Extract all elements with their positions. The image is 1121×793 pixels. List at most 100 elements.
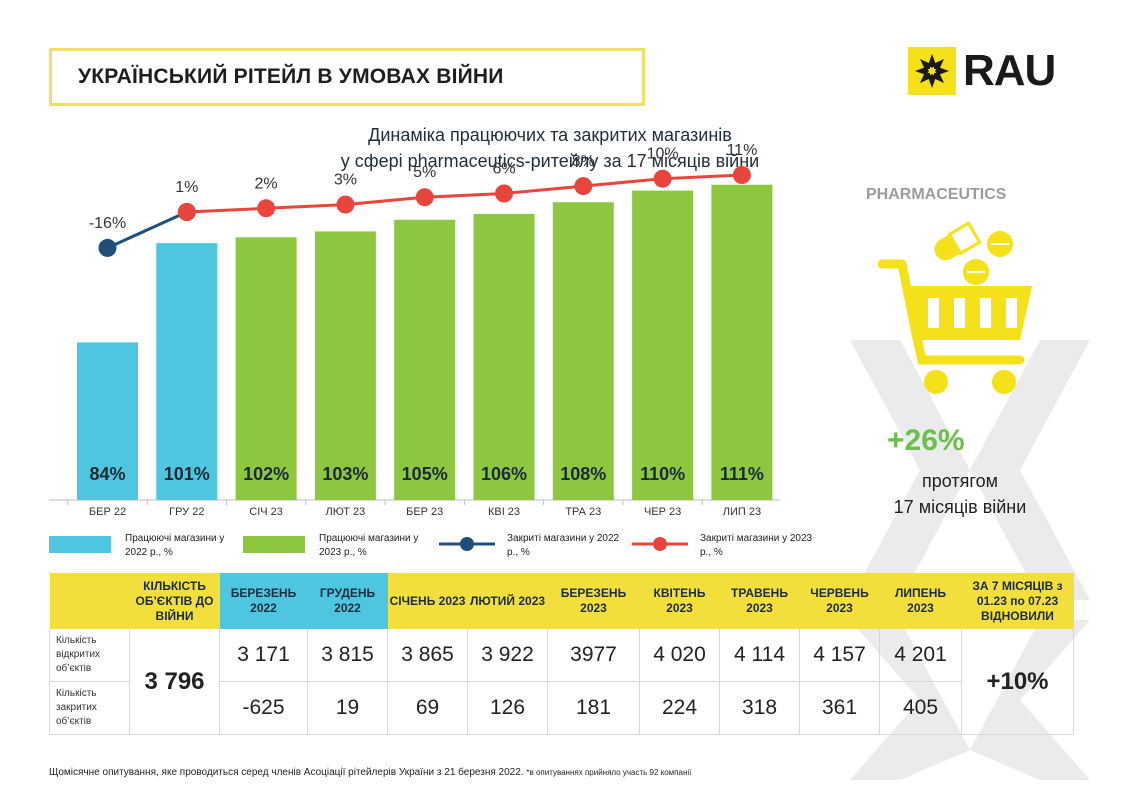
table-cell: 4 114	[719, 629, 800, 682]
table-cell: 3977	[547, 629, 640, 682]
point-value-label: -16%	[89, 215, 126, 232]
legend-item-working-2023: Працюючі магазини у 2023 р., %	[243, 532, 439, 560]
table-cell: 69	[387, 681, 468, 735]
data-point	[574, 177, 593, 196]
footnote-small: *в опитуваннях прийняло участь 92 компан…	[526, 768, 692, 777]
table-cell: 19	[307, 681, 388, 735]
header-cell-jun-2023: ЧЕРВЕНЬ 2023	[799, 573, 880, 629]
bar-value-label: 101%	[164, 464, 210, 484]
data-point	[257, 199, 276, 218]
footnote: Щомісячне опитування, яке проводиться се…	[49, 767, 691, 778]
header-cell-may-2023: ТРАВЕНЬ 2023	[719, 573, 800, 629]
table-cell: 4 201	[879, 629, 962, 682]
data-point	[732, 166, 751, 184]
bar-value-label: 108%	[560, 464, 606, 484]
table-cell: -625	[219, 681, 308, 735]
logo-text: RAU	[963, 46, 1056, 95]
header-cell-jul-2023: ЛИПЕНЬ 2023	[879, 573, 962, 629]
bar-value-label: 110%	[640, 464, 685, 484]
legend-swatch	[49, 536, 111, 553]
series-line	[186, 173, 742, 214]
growth-value: +26%	[887, 424, 965, 457]
x-tick-label: БЕР 23	[406, 506, 443, 518]
point-value-label: 2%	[255, 175, 278, 192]
point-value-label: 11%	[726, 142, 757, 159]
bar-value-label: 84%	[89, 464, 125, 484]
footnote-main: Щомісячне опитування, яке проводиться се…	[49, 767, 524, 778]
bar-value-label: 103%	[322, 464, 368, 484]
bar	[314, 231, 376, 500]
data-point	[336, 195, 355, 214]
bar-value-label: 106%	[481, 464, 527, 484]
legend-item-closed-2022: Закриті магазини у 2022 р., %	[437, 532, 627, 560]
data-point	[415, 188, 434, 207]
legend-label: Закриті магазини у 2023 р., %	[700, 533, 813, 558]
legend-item-working-2022: Працюючі магазини у 2022 р., %	[49, 532, 245, 560]
bar	[156, 243, 218, 501]
table-cell: 3 865	[387, 629, 468, 682]
header-cell-mar-2023: БЕРЕЗЕНЬ 2023	[547, 573, 640, 629]
stores-table: КІЛЬКІСТЬ ОБ’ЄКТІВ ДО ВІЙНИ БЕРЕЗЕНЬ 202…	[49, 573, 1074, 735]
legend-item-closed-2023: Закриті магазини у 2023 р., %	[630, 532, 820, 560]
data-point	[653, 169, 672, 188]
table-cell: 3 922	[467, 629, 548, 682]
header-cell-recovered: ЗА 7 МІСЯЦІВ з 01.23 по 07.23 ВІДНОВИЛИ	[961, 573, 1074, 629]
chart: 84% 101% 102% 103% 105% 106% 108% 110% 111% БЕР 2…	[49, 142, 780, 518]
background-ornament-icon	[850, 340, 1090, 780]
legend-swatch	[243, 536, 305, 553]
bar-value-label: 105%	[402, 464, 448, 484]
category-label: PHARMACEUTICS	[866, 186, 1007, 203]
header-cell-apr-2023: КВІТЕНЬ 2023	[639, 573, 720, 629]
data-point	[177, 203, 196, 221]
x-tick-label: ТРА 23	[565, 506, 601, 518]
table-row-open: Кількість відкритих об’єктів 3 796 3 171…	[49, 629, 1074, 735]
bar	[552, 202, 614, 500]
header-cell-mar-2022: БЕРЕЗЕНЬ 2022	[219, 573, 308, 629]
header-cell-dec-2022: ГРУДЕНЬ 2022	[307, 573, 388, 629]
title-box: УКРАЇНСЬКИЙ РІТЕЙЛ В УМОВАХ ВІЙНИ	[49, 48, 645, 106]
point-value-label: 6%	[492, 161, 515, 178]
legend-label: Працюючі магазини у 2022 р., %	[125, 533, 225, 558]
x-tick-label: ГРУ 22	[169, 506, 204, 518]
page-title: УКРАЇНСЬКИЙ РІТЕЙЛ В УМОВАХ ВІЙНИ	[78, 65, 504, 88]
star-logo-icon	[908, 47, 956, 95]
rau-logo: RAU	[908, 46, 1056, 95]
bar	[632, 190, 694, 500]
data-point	[98, 238, 117, 257]
subtitle-line-2: у сфері pharmaceutics-ритейлу за 17 міся…	[340, 151, 760, 171]
table-cell: 4 020	[639, 629, 720, 682]
table-cell: 4 157	[799, 629, 880, 682]
bar	[235, 237, 297, 501]
bar	[473, 213, 535, 501]
legend-line-marker	[632, 537, 688, 551]
point-value-label: 5%	[413, 164, 436, 181]
data-point	[495, 184, 513, 203]
point-value-label: 1%	[175, 179, 198, 196]
series-line	[106, 210, 188, 250]
table-cell: 3 815	[307, 629, 388, 682]
cart-with-pills-icon	[878, 221, 1032, 394]
x-tick-label: БЕР 22	[89, 506, 126, 518]
point-value-label: 8%	[572, 153, 595, 170]
row-label: Кількість відкритих об’єктів	[49, 629, 130, 682]
x-tick-label: КВІ 23	[488, 506, 520, 518]
table-cell: 318	[719, 681, 800, 735]
x-tick-label: СІЧ 23	[249, 506, 283, 518]
bar	[394, 219, 456, 500]
growth-caption-line-1: протягом	[922, 471, 998, 491]
growth-caption: протягом 17 місяців війни	[880, 468, 1040, 520]
table-cell: 126	[467, 681, 548, 735]
table-cell: 405	[879, 681, 962, 735]
prewar-count: 3 796	[129, 629, 220, 735]
point-value-label: 10%	[647, 146, 679, 163]
header-cell-jan-2023: СІЧЕНЬ 2023	[387, 573, 468, 629]
growth-caption-line-2: 17 місяців війни	[893, 497, 1027, 517]
row-label: Кількість закритих об’єктів	[49, 681, 130, 735]
table-cell: 224	[639, 681, 720, 735]
header-cell-prewar: КІЛЬКІСТЬ ОБ’ЄКТІВ ДО ВІЙНИ	[129, 573, 220, 629]
x-tick-label: ЧЕР 23	[644, 506, 681, 518]
bar-value-label: 111%	[720, 464, 764, 484]
x-tick-label: ЛИП 23	[723, 506, 761, 518]
table-cell: 361	[799, 681, 880, 735]
legend-label: Працюючі магазини у 2023 р., %	[319, 533, 419, 558]
